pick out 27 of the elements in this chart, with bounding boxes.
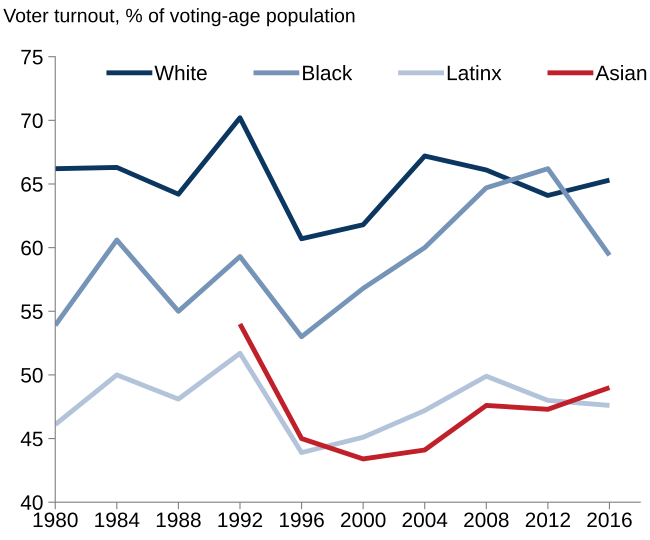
line-series xyxy=(55,166,612,340)
y-tick-label: 55 xyxy=(21,304,43,320)
y-tick-label: 50 xyxy=(21,368,43,383)
x-tick-label: 1980 xyxy=(34,512,78,528)
x-tick-label: 2000 xyxy=(341,512,386,528)
x-tick-label: 1988 xyxy=(156,512,201,528)
x-tick-label: 2012 xyxy=(526,512,570,528)
legend-label: Latinx xyxy=(448,65,502,80)
x-tick-label: 1996 xyxy=(280,512,324,528)
x-tick-label: 2016 xyxy=(587,512,632,528)
x-tick-label: 2004 xyxy=(402,512,448,528)
x-tick-label: 1984 xyxy=(95,512,140,528)
legend-label: Asian xyxy=(595,65,646,80)
y-tick-label: 75 xyxy=(21,50,43,64)
y-tick-label: 40 xyxy=(20,495,43,510)
x-tick-label: 2008 xyxy=(464,512,509,528)
y-tick-label: 70 xyxy=(21,113,43,128)
legend-label: Black xyxy=(303,65,352,80)
y-tick-label: 45 xyxy=(20,432,43,446)
chart-title: Voter turnout, % of voting-age population xyxy=(3,8,354,26)
y-tick-label: 65 xyxy=(21,176,43,192)
x-tick-label: 1992 xyxy=(218,512,262,528)
line-series xyxy=(55,115,612,242)
line-series xyxy=(55,350,612,455)
legend-label: White xyxy=(154,65,207,80)
y-tick-label: 60 xyxy=(21,240,43,256)
line-series xyxy=(238,322,612,462)
